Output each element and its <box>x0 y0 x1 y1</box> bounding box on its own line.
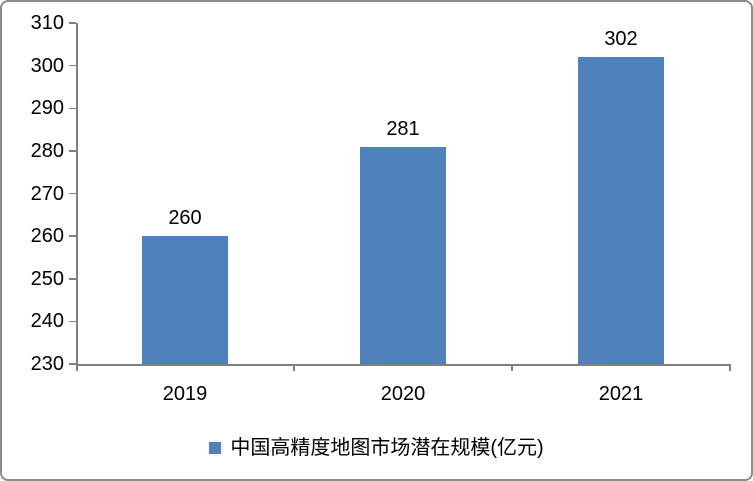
legend-label: 中国高精度地图市场潜在规模(亿元) <box>230 437 544 459</box>
y-tick-label: 280 <box>30 139 64 162</box>
x-axis-tick <box>293 364 295 371</box>
x-axis-tick <box>511 364 513 371</box>
legend-color-swatch-icon <box>209 442 222 454</box>
x-axis-line <box>76 364 730 366</box>
y-tick-label: 260 <box>30 225 64 248</box>
y-axis-tick <box>69 278 76 280</box>
x-axis-label: 2021 <box>598 383 644 405</box>
y-axis-line <box>76 23 78 371</box>
x-axis-label: 2020 <box>380 383 426 405</box>
y-tick-label: 230 <box>30 353 64 375</box>
bar-value-label: 281 <box>386 117 420 140</box>
y-axis-tick <box>69 107 76 109</box>
bar-2021 <box>578 57 664 364</box>
y-tick-label: 310 <box>30 12 64 34</box>
y-axis-tick <box>69 192 76 195</box>
y-tick-label: 240 <box>30 310 64 333</box>
y-tick-label: 270 <box>30 182 64 205</box>
x-axis-label: 2019 <box>162 383 208 405</box>
y-axis-tick <box>69 22 76 24</box>
bar-2019 <box>142 236 228 364</box>
y-axis-tick <box>69 320 76 323</box>
bar-value-label: 302 <box>604 28 638 51</box>
y-tick-label: 290 <box>30 97 64 120</box>
bar-value-label: 260 <box>168 207 202 230</box>
legend: 中国高精度地图市场潜在规模(亿元) <box>2 436 751 460</box>
y-axis-tick <box>69 235 76 237</box>
y-tick-label: 250 <box>30 267 64 290</box>
y-axis-tick <box>69 150 76 152</box>
y-tick-label: 300 <box>30 54 64 77</box>
y-axis-tick <box>69 363 76 365</box>
x-axis-tick <box>729 364 731 371</box>
bar-2020 <box>360 146 446 364</box>
y-axis-tick <box>69 64 76 67</box>
